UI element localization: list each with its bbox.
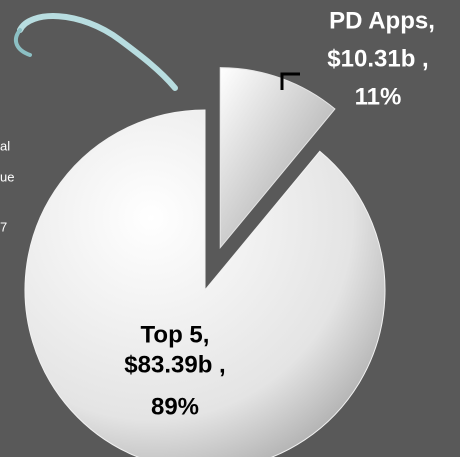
annotation: 7 [0, 219, 7, 234]
slice-amount: $10.31b , [327, 45, 428, 72]
annotation: al [0, 138, 10, 153]
slice-amount: $83.39b , [124, 351, 225, 378]
slice-label: Top 5, [141, 321, 210, 348]
slice-value: 89% [151, 393, 199, 420]
annotation: ue [0, 169, 14, 184]
slice-label: PD Apps, [329, 7, 435, 34]
chart: al ue 7 Top 5, $83.39b , 89% PD Apps, $1… [0, 0, 460, 457]
page: al ue 7 Top 5, $83.39b , 89% PD Apps, $1… [0, 0, 460, 457]
pie-slice [25, 110, 385, 457]
slice-value: 11% [355, 83, 402, 110]
